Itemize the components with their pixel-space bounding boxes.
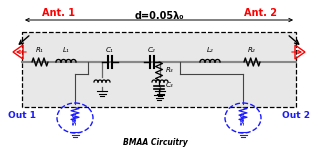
Text: C₂: C₂ <box>148 47 156 53</box>
Text: Ant. 1: Ant. 1 <box>42 8 74 18</box>
Text: L₁: L₁ <box>63 47 69 53</box>
Text: R₃: R₃ <box>166 67 174 73</box>
Bar <box>22 32 296 107</box>
Text: 50Ω: 50Ω <box>240 111 245 125</box>
Text: R₂: R₂ <box>248 47 256 53</box>
Text: 50Ω: 50Ω <box>73 111 78 125</box>
Text: Ant. 2: Ant. 2 <box>244 8 276 18</box>
Text: C₁: C₁ <box>106 47 114 53</box>
Text: Out 2: Out 2 <box>282 111 310 120</box>
Text: R₁: R₁ <box>36 47 44 53</box>
Text: C₃: C₃ <box>166 82 174 88</box>
Text: Out 1: Out 1 <box>8 111 36 120</box>
Text: L₂: L₂ <box>207 47 213 53</box>
Text: BMAA Circuitry: BMAA Circuitry <box>123 138 187 147</box>
Text: d=0.05λ₀: d=0.05λ₀ <box>134 11 184 21</box>
